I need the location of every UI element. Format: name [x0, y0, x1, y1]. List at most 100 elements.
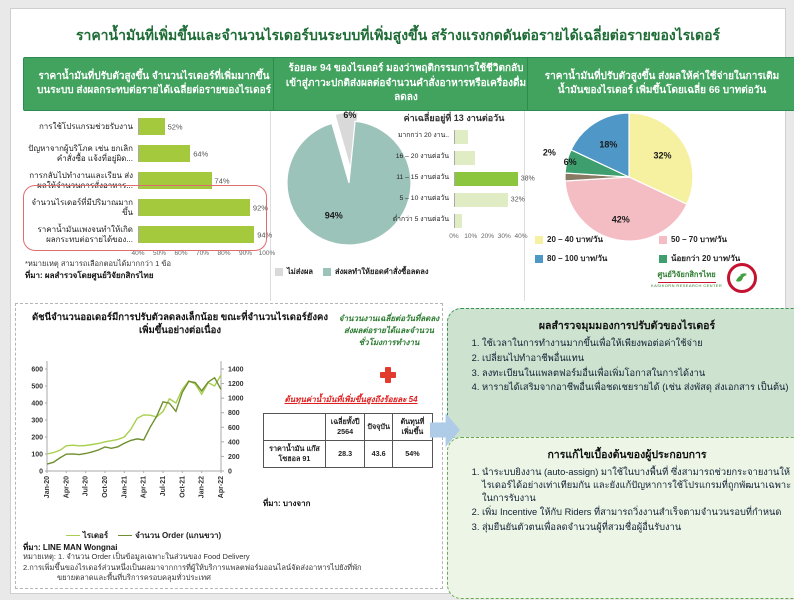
- bar-value-label: 74%: [214, 176, 230, 185]
- legend-label: 20 – 40 บาท/วัน: [547, 235, 603, 244]
- note-line: 2.การเพิ่มขึ้นของไรเดอร์ส่วนหนึ่งเป็นผลม…: [23, 562, 362, 572]
- bar-value-label: 64%: [193, 149, 209, 158]
- legend-item: จำนวน Order (แกนขวา): [118, 529, 221, 542]
- x-tick: 40%: [514, 233, 528, 240]
- bar-track: 38%: [454, 171, 535, 186]
- table-cell: 28.3: [324, 440, 366, 469]
- highlight-box: [23, 185, 267, 251]
- jobs-per-day-chart: มากกว่า 20 งาน.. 16 – 20 งานต่อวัน 11 – 15…: [391, 126, 535, 245]
- logo-subtext: KASIKORN RESEARCH CENTER: [651, 282, 723, 288]
- bar: [139, 199, 250, 216]
- bird-icon: [736, 273, 748, 282]
- impact-source: ที่มา: ผลสำรวจโดยศูนย์วิจัยกสิกรไทย: [25, 271, 154, 280]
- x-tick: 10%: [464, 233, 478, 240]
- table-cell: ราคาน้ำมัน แก๊สโซฮอล 91: [263, 440, 326, 469]
- x-tick: Jan-21: [121, 476, 128, 498]
- bar-category-label: 11 – 15 งานต่อวัน: [396, 174, 449, 182]
- adaptation-box: ผลสำรวจมุมมองการปรับตัวของไรเดอร์ ใช้เวล…: [447, 308, 794, 440]
- x-tick: 90%: [238, 250, 253, 257]
- jobs-per-day-bar-row: 16 – 20 งานต่อวัน: [391, 147, 521, 168]
- legend-line-swatch: [118, 535, 133, 536]
- bar: [139, 226, 255, 243]
- impact-note: *หมายเหตุ สามารถเลือกตอบได้มากกว่า 1 ข้อ: [25, 259, 172, 268]
- bar-category-label: การใช้โปรแกรมช่วยรับงาน: [38, 121, 133, 131]
- bar: [455, 171, 518, 186]
- x-tick: 40%: [131, 250, 145, 257]
- legend-label: 50 – 70 บาท/วัน: [671, 235, 727, 244]
- bar-track: 74%: [138, 172, 267, 189]
- order-effect-pie-chart: 6% 94%: [286, 110, 412, 246]
- bar-track: [454, 213, 521, 228]
- table-cell: 54%: [391, 440, 434, 469]
- pie-slice: [570, 112, 630, 178]
- legend-label: 80 – 100 บาท/วัน: [547, 254, 608, 263]
- legend-item: ส่งผลทำให้ยอดคำสั่งซื้อลดลง: [322, 266, 429, 278]
- x-tick: Jul-20: [83, 476, 90, 496]
- bar-category-label: 5 – 10 งานต่อวัน: [399, 195, 449, 203]
- operator-box: การแก้ไขเบื้องต้นของผู้ประกอบการ นำระบบย…: [447, 437, 794, 599]
- impact-panel-header: ราคาน้ำมันที่ปรับตัวสูงขึ้น จำนวนไรเดอร์…: [23, 57, 285, 111]
- legend-label: ไม่ส่งผล: [287, 267, 313, 276]
- y-tick-left: 0: [39, 469, 43, 476]
- pie-label: 6%: [564, 157, 577, 167]
- y-tick-left: 600: [31, 367, 43, 374]
- fuel-cost-legend: 20 – 40 บาท/วัน 50 – 70 บาท/วัน 80 – 100 บ…: [535, 233, 783, 265]
- bar-category-label: ต่ำกว่า 5 งานต่อวัน: [392, 216, 449, 224]
- bar-track: [454, 129, 521, 144]
- series-ไรเดอร์: [46, 374, 222, 455]
- legend-label: ส่งผลทำให้ยอดคำสั่งซื้อลดลง: [334, 267, 429, 276]
- x-tick: Apr-21: [141, 476, 148, 498]
- line-chart-notes: หมายเหตุ: 1. จำนวน Order เป็นข้อมูลเฉพาะ…: [23, 552, 433, 584]
- x-axis: 40% 50% 60% 70% 80% 90% 100%: [25, 250, 275, 262]
- legend-line-swatch: [65, 535, 80, 536]
- bar: [139, 145, 191, 162]
- line-chart-title: ดัชนีจำนวนออเดอร์มีการปรับตัวลดลงเล็กน้อ…: [32, 312, 328, 337]
- x-tick: 80%: [217, 250, 231, 257]
- jobs-per-day-bar-row: มากกว่า 20 งาน..: [391, 126, 521, 147]
- x-tick: 30%: [497, 233, 511, 240]
- legend-item: 20 – 40 บาท/วัน: [535, 233, 649, 246]
- bar-category-label: จำนวนไรเดอร์ที่มีปริมาณมากขึ้น: [31, 197, 133, 217]
- x-axis: 0% 10% 20% 30% 40%: [391, 233, 527, 245]
- adaptation-list: ใช้เวลาในการทำงานมากขึ้นเพื่อให้เพียงพอต…: [460, 337, 794, 394]
- impact-factors-bar-row: ราคาน้ำมันแพงจนทำให้เกิดผลกระทบต่อรายได้…: [25, 221, 272, 248]
- x-tick: 50%: [152, 250, 167, 257]
- bar-value-label: 52%: [167, 122, 183, 131]
- operator-list: นำระบบยิงงาน (auto-assign) มาใช้ในบางพื้…: [460, 466, 794, 534]
- x-tick: Oct-21: [179, 476, 186, 498]
- x-tick: Jan-20: [44, 476, 51, 498]
- infographic-page: ราคาน้ำมันที่เพิ่มขึ้นและจำนวนไรเดอร์บนร…: [10, 8, 794, 599]
- x-tick: 20%: [480, 233, 495, 240]
- y-tick-right: 1000: [228, 396, 244, 403]
- x-tick: Jan-22: [199, 476, 206, 498]
- legend-label: จำนวน Order (แกนขวา): [135, 531, 222, 540]
- legend-swatch: [659, 254, 667, 263]
- work-decline-text: จำนวนงานเฉลี่ยต่อวันที่ลดลง ส่งผลต่อรายไ…: [338, 314, 440, 347]
- order-effect-legend: ไม่ส่งผล ส่งผลทำให้ยอดคำสั่งซื้อลดลง: [275, 263, 525, 281]
- legend-swatch: [535, 254, 543, 263]
- adaptation-box-title: ผลสำรวจมุมมองการปรับตัวของไรเดอร์: [538, 320, 716, 332]
- bar-category-label: ราคาน้ำมันแพงจนทำให้เกิดผลกระทบต่อรายได้…: [37, 224, 133, 244]
- x-axis-ticks: 40% 50% 60% 70% 80% 90% 100%: [131, 250, 275, 262]
- legend-item: ไรเดอร์: [65, 529, 108, 542]
- y-tick-left: 100: [31, 452, 43, 459]
- x-tick: Jul-21: [160, 476, 167, 496]
- adaptation-item-3: ลงทะเบียนในแพลตฟอร์มอื่นเพื่อเพิ่มโอกาสใ…: [482, 367, 794, 380]
- impact-factors-bar-row: การใช้โปรแกรมช่วยรับงาน 52%: [25, 113, 267, 140]
- legend-label: น้อยกว่า 20 บาท/วัน: [671, 254, 741, 263]
- table-header-cell: ต้นทุนที่เพิ่มขึ้น: [391, 412, 434, 442]
- table-header-cell: เฉลี่ยทั้งปี 2564: [324, 412, 366, 442]
- bar-value-label: 94%: [257, 230, 273, 239]
- bar-category-label: 16 – 20 งานต่อวัน: [395, 153, 449, 161]
- table-header-row: เฉลี่ยทั้งปี 2564 ปัจจุบัน ต้นทุนที่เพิ่มข…: [263, 412, 434, 442]
- logo-text: ศูนย์วิจัยกสิกรไทย: [657, 269, 716, 283]
- operator-item-3: สุ่มยืนยันตัวตนเพื่อลดจำนวนผู้ที่สวมชื่อ…: [482, 521, 794, 534]
- table-row: ราคาน้ำมัน แก๊สโซฮอล 91 28.3 43.6 54%: [263, 440, 434, 469]
- legend-swatch: [322, 268, 331, 276]
- note-line: ขยายตลาดและพื้นที่บริการครอบคลุมทั่วประเ…: [57, 573, 211, 582]
- legend-swatch: [535, 235, 543, 244]
- behavior-panel-header: ร้อยละ 94 ของไรเดอร์ มองว่าพฤติกรรมการใช…: [273, 57, 539, 111]
- panel-divider: [524, 111, 525, 301]
- note-line: หมายเหตุ: 1. จำนวน Order เป็นข้อมูลเฉพาะ…: [23, 552, 250, 561]
- impact-factors-bar-row: ปัญหาจากผู้บริโภค เช่น ยกเลิกคำสั่งซื้อ …: [25, 140, 267, 167]
